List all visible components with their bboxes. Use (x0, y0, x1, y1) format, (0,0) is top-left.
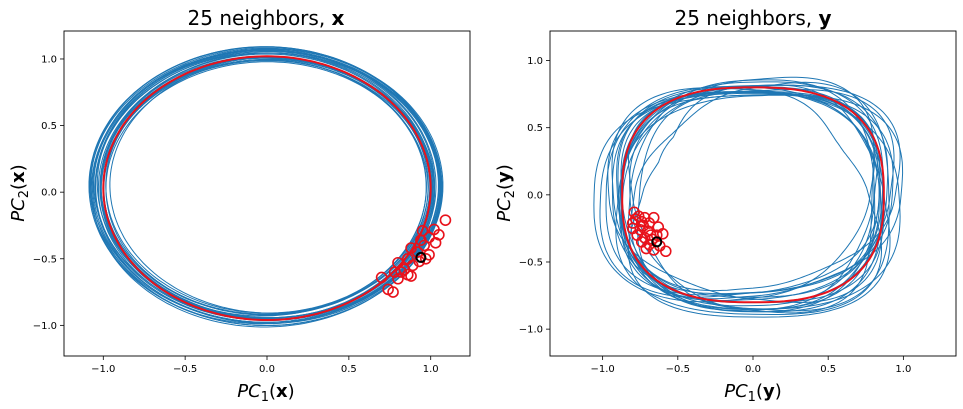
neighbor-point (405, 270, 417, 282)
trajectory-loop (617, 84, 901, 292)
trajectory-loop (605, 86, 880, 296)
x-tick-label: −0.5 (666, 364, 690, 375)
trajectory-loop (97, 52, 439, 321)
neighbor-point (656, 227, 669, 240)
neighbor-point (388, 266, 401, 278)
series-group (88, 46, 452, 328)
trajectory-loop (599, 91, 881, 298)
neighbor-point (659, 245, 672, 258)
neighbor-point (392, 272, 404, 285)
x-tick-label: −1.0 (590, 364, 614, 375)
query-point (415, 251, 427, 263)
series-group (593, 76, 904, 318)
x-tick-label: −1.0 (91, 364, 115, 375)
trajectory-loop (619, 94, 882, 313)
trajectory-loop (629, 76, 875, 314)
y-tick-label: −1.0 (33, 321, 57, 332)
neighbor-point (395, 266, 408, 278)
x-tick-label: 1.0 (423, 364, 439, 375)
panel-y: 25 neighbors, y −1.0 −0.5 0.0 0.5 1.0 −1.0 −0.… (494, 6, 957, 405)
x-tick-label: −0.5 (173, 364, 197, 375)
neighbor-point (637, 219, 650, 232)
x-tick-label: 0.0 (259, 364, 275, 375)
y-tick-label: −0.5 (33, 254, 57, 265)
neighbor-point (375, 271, 388, 284)
trajectory-loop (105, 61, 429, 316)
x-tick-label: 0.5 (820, 364, 836, 375)
panel-x: 25 neighbors, x −1.0 −0.5 0.0 0.5 1.0 −1.0 −0.… (8, 6, 471, 405)
trajectory-loop (620, 81, 884, 298)
axes-frame (63, 30, 471, 357)
fitted-curve (621, 86, 885, 304)
x-axis-label-y: PC1(y) (724, 381, 782, 405)
query-point (651, 236, 663, 248)
y-tick-label: −1.0 (519, 325, 543, 336)
x-tick-label: 0.5 (341, 364, 357, 375)
trajectory-loop (607, 91, 883, 303)
plot-area-y: −1.0 −0.5 0.0 0.5 1.0 −1.0 −0.5 0.0 0.5 1.0 (519, 30, 957, 375)
plot-area-x: −1.0 −0.5 0.0 0.5 1.0 −1.0 −0.5 0.0 0.5 1.0 (33, 30, 471, 375)
y-tick-label: 0.0 (527, 190, 543, 201)
neighbor-point (629, 213, 642, 225)
chart-title-y: 25 neighbors, y (674, 6, 831, 30)
neighbor-point (415, 234, 427, 246)
neighbor-point (419, 252, 432, 265)
trajectory-loop (90, 46, 442, 323)
neighbor-point (644, 229, 657, 241)
y-tick-label: 1.0 (41, 54, 57, 65)
y-tick-label: 0.5 (41, 121, 57, 132)
neighbor-point (439, 214, 452, 226)
trajectory-loop (630, 81, 890, 312)
y-axis-label-x: PC2(x) (8, 164, 32, 221)
x-axis-label-x: PC1(x) (237, 381, 294, 405)
y-tick-label: −0.5 (519, 257, 543, 268)
x-tick-label: 1.0 (895, 364, 911, 375)
y-tick-label: 1.0 (527, 56, 543, 67)
neighbor-point (640, 242, 653, 255)
y-tick-label: 0.0 (41, 188, 57, 199)
y-tick-label: 0.5 (527, 123, 543, 134)
neighbor-point (433, 228, 445, 241)
trajectory-loop (100, 59, 427, 317)
x-tick-label: 0.0 (745, 364, 761, 375)
chart-title-x: 25 neighbors, x (188, 6, 345, 30)
neighbor-point (650, 229, 663, 241)
trajectory-loop (99, 57, 436, 321)
y-axis-label-y: PC2(y) (494, 164, 518, 222)
neighbor-point (387, 286, 399, 298)
fitted-curve (102, 55, 432, 321)
